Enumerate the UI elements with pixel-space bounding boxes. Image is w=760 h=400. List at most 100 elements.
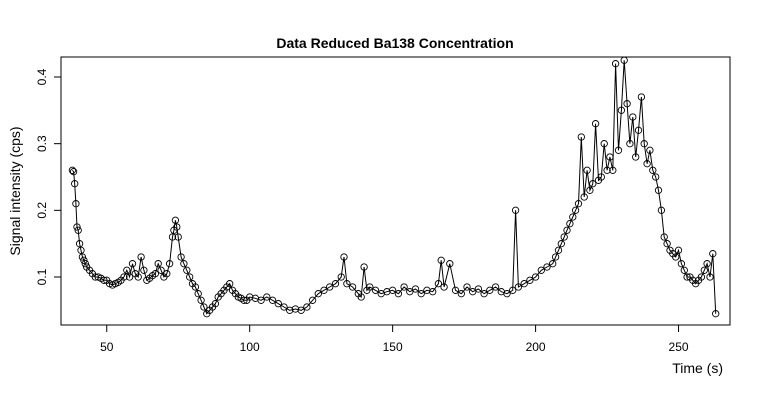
data-point [700,266,708,274]
data-point [663,240,671,248]
x-tick-label: 200 [526,340,546,354]
data-point [71,180,79,188]
data-point [186,273,194,281]
data-point [609,166,617,174]
data-point [672,253,680,261]
data-point [554,246,563,254]
data-point [583,166,591,174]
data-point [211,300,220,308]
data-point [611,60,620,68]
data-point [660,233,668,241]
y-tick-label: 0.4 [35,68,49,85]
data-point [589,180,597,188]
data-point [566,220,574,228]
y-tick-label: 0.3 [35,135,49,152]
data-point [511,206,520,214]
data-point [586,186,594,194]
data-point [626,140,634,148]
x-tick-label: 150 [383,340,403,354]
data-point [652,173,660,181]
data-point [303,303,311,311]
data-point [134,273,142,281]
data-point [634,126,643,134]
data-point [597,173,605,181]
x-tick-label: 50 [100,340,114,354]
data-point [137,253,145,261]
data-points [68,56,720,318]
data-point [337,273,345,281]
data-point [491,283,500,291]
data-point [165,260,174,268]
data-point [503,290,511,298]
data-point [632,153,640,161]
data-point [366,283,374,291]
data-point [551,253,560,261]
data-point [157,266,165,274]
data-point [469,288,477,296]
data-point [91,273,99,281]
data-point [643,160,651,168]
data-point [140,266,148,274]
data-point [308,296,317,304]
data-point [154,260,162,268]
data-point [457,290,465,298]
data-point [74,226,82,234]
data-point [171,216,180,224]
data-point [603,166,611,174]
data-point [474,285,483,293]
data-point [486,286,494,294]
data-point [183,266,191,274]
x-tick-label: 100 [240,340,260,354]
data-point [680,266,688,274]
data-point [168,233,177,241]
data-point [463,283,471,291]
data-point [297,306,305,314]
data-point [343,280,351,288]
data-point [286,306,294,314]
data-point [80,256,88,264]
data-point [180,260,188,268]
data-point [173,223,181,231]
data-point [125,273,134,281]
data-point [72,200,80,208]
data-point [697,273,706,281]
data-point [246,293,254,301]
data-point [174,233,182,241]
y-tick-label: 0.2 [35,202,49,219]
data-point [177,253,185,261]
data-point [606,153,614,161]
data-point [614,146,623,154]
data-point [81,260,89,268]
data-point [623,100,631,108]
data-point [591,120,600,128]
data-point [677,260,686,268]
data-point [429,288,437,296]
data-point [383,288,391,296]
data-point [417,290,425,298]
data-point [437,256,445,264]
data-point [280,303,288,311]
data-point [600,140,608,148]
data-point [440,283,448,291]
data-point [580,193,588,201]
data-point [194,290,202,298]
data-point [617,106,626,114]
chart-title: Data Reduced Ba138 Concentration [276,35,513,51]
data-point [163,270,171,278]
y-axis-label: Signal intensity (cps) [7,126,23,255]
plot-frame [60,56,731,326]
data-point [69,168,78,176]
data-point [68,166,77,174]
data-point [560,233,568,241]
data-point [629,113,637,121]
data-point [388,286,397,294]
data-point [557,240,565,248]
data-point [674,246,683,254]
data-point [314,290,322,298]
data-point [451,286,460,294]
data-point [543,263,551,271]
data-point [434,280,443,288]
data-point [268,296,277,304]
data-point [274,300,282,308]
